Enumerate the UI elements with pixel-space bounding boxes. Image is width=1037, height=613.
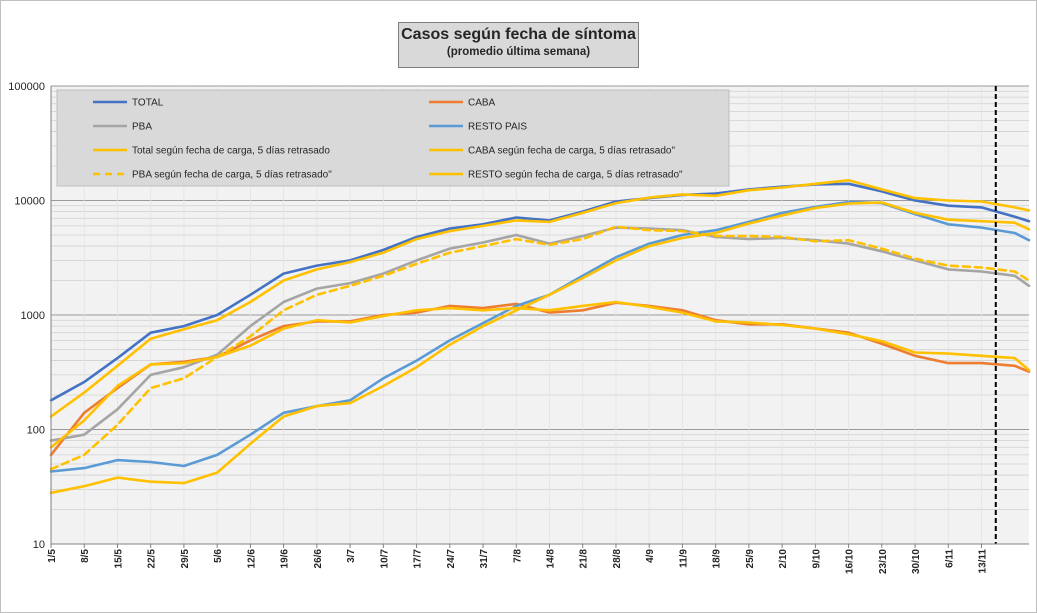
x-tick-label: 2/10 (778, 549, 789, 569)
x-tick-label: 1/5 (47, 549, 58, 563)
legend-label-3: RESTO PAIS (468, 122, 527, 133)
y-tick-label: 1000 (21, 310, 45, 322)
x-tick-label: 4/9 (645, 549, 656, 563)
x-tick-label: 31/7 (479, 549, 490, 569)
chart-subtitle: (promedio última semana) (446, 46, 591, 58)
x-tick-label: 8/5 (80, 549, 91, 563)
x-tick-label: 9/10 (811, 549, 822, 569)
chart-title: Casos según fecha de síntoma (401, 26, 636, 43)
series-line-0 (49, 182, 1031, 402)
x-tick-label: 6/11 (944, 549, 955, 568)
y-tick-label: 100000 (8, 81, 45, 93)
x-tick-label: 21/8 (579, 549, 590, 569)
legend-label-6: PBA según fecha de carga, 5 días retrasa… (132, 170, 332, 181)
x-tick-label: 14/8 (545, 549, 556, 569)
x-tick-label: 17/7 (413, 549, 424, 569)
x-tick-label: 19/6 (280, 549, 291, 569)
x-tick-label: 25/9 (745, 549, 756, 569)
x-tick-label: 16/10 (845, 549, 856, 574)
y-tick-label: 100 (27, 425, 45, 437)
legend-label-1: CABA (468, 98, 496, 109)
x-tick-label: 28/8 (612, 549, 623, 569)
series-line-5 (49, 201, 1031, 495)
x-tick-label: 18/9 (712, 549, 723, 569)
chart-title-box: Casos según fecha de síntoma (promedio ú… (398, 22, 639, 68)
x-tick-label: 11/9 (678, 549, 689, 568)
x-tick-label: 10/7 (379, 549, 390, 569)
y-tick-label: 10000 (14, 196, 45, 208)
x-tick-label: 30/10 (911, 549, 922, 574)
legend-label-0: TOTAL (132, 98, 164, 109)
x-tick-label: 23/10 (878, 549, 889, 574)
x-tick-label: 12/6 (246, 549, 257, 569)
x-tick-label: 7/8 (512, 549, 523, 563)
series-line-4 (49, 179, 1031, 418)
legend-label-5: CABA según fecha de carga, 5 días retras… (468, 146, 675, 157)
legend-box (56, 89, 730, 187)
x-tick-label: 3/7 (346, 549, 357, 563)
x-tick-label: 22/5 (147, 549, 158, 569)
x-tick-label: 24/7 (446, 549, 457, 569)
legend-label-4: Total según fecha de carga, 5 días retra… (132, 146, 330, 157)
y-tick-label: 10 (33, 539, 45, 551)
x-tick-label: 13/11 (978, 549, 989, 574)
legend-label-2: PBA (132, 122, 152, 133)
x-tick-label: 29/5 (180, 549, 191, 569)
legend-label-7: RESTO según fecha de carga, 5 días retra… (468, 170, 683, 181)
series-line-7 (49, 300, 1031, 449)
x-tick-label: 15/5 (113, 549, 124, 569)
x-tick-label: 5/6 (213, 549, 224, 563)
x-tick-label: 26/6 (313, 549, 324, 569)
